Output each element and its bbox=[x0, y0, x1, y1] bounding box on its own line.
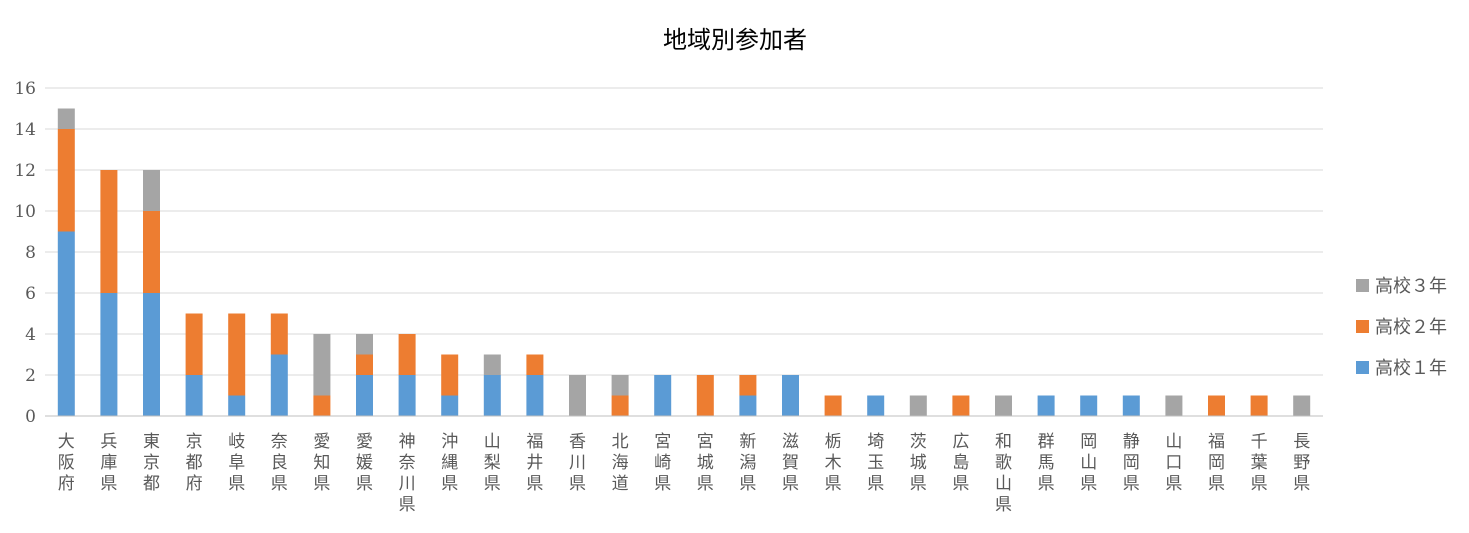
x-category-label: 埼玉県 bbox=[867, 432, 884, 494]
x-category-label: 栃木県 bbox=[825, 432, 842, 494]
legend-label: 高校３年 bbox=[1375, 276, 1447, 297]
y-tick-label: 14 bbox=[14, 120, 36, 140]
bar-segment bbox=[526, 375, 544, 416]
chart-title: 地域別参加者 bbox=[663, 26, 807, 54]
x-category-label: 神奈川県 bbox=[399, 432, 416, 515]
legend-swatch bbox=[1356, 320, 1369, 333]
bar-segment bbox=[654, 375, 672, 416]
x-category-label: 京都府 bbox=[186, 432, 203, 494]
bar-segment bbox=[909, 395, 927, 416]
bar-segment bbox=[228, 313, 246, 396]
x-category-label: 岐阜県 bbox=[228, 432, 245, 494]
bar-segment bbox=[185, 313, 203, 375]
bar-segment bbox=[483, 375, 501, 416]
y-tick-label: 2 bbox=[25, 366, 36, 386]
x-category-label: 沖縄県 bbox=[441, 432, 458, 494]
x-category-label: 宮崎県 bbox=[654, 432, 671, 494]
legend-label: 高校１年 bbox=[1375, 358, 1447, 379]
x-category-label: 山口県 bbox=[1165, 432, 1182, 494]
bar-segment bbox=[228, 395, 246, 416]
bar-segment bbox=[57, 129, 75, 232]
bar-segment bbox=[143, 211, 160, 293]
x-category-label: 愛知県 bbox=[313, 432, 330, 494]
bar-segment bbox=[57, 108, 75, 129]
x-category-label: 群馬県 bbox=[1038, 432, 1055, 494]
bar-segment bbox=[313, 395, 331, 416]
legend-swatch bbox=[1356, 361, 1369, 374]
x-category-label: 山梨県 bbox=[484, 432, 501, 494]
bar-segment bbox=[1250, 395, 1268, 416]
bar-segment bbox=[398, 375, 416, 416]
bar-segment bbox=[782, 375, 799, 416]
x-category-label: 兵庫県 bbox=[100, 432, 117, 494]
bar-segment bbox=[270, 354, 288, 416]
bar-segment bbox=[1208, 395, 1225, 416]
bar-segment bbox=[483, 354, 501, 375]
y-tick-label: 0 bbox=[25, 407, 36, 427]
bar-segment bbox=[270, 313, 288, 355]
x-category-label: 広島県 bbox=[952, 432, 969, 494]
bar-segment bbox=[1293, 395, 1311, 416]
bar-segment bbox=[739, 395, 757, 416]
bar-segment bbox=[867, 395, 885, 416]
bar-segment bbox=[100, 170, 118, 293]
y-tick-label: 10 bbox=[14, 202, 36, 222]
bar-segment bbox=[441, 354, 459, 396]
x-category-label: 和歌山県 bbox=[995, 432, 1012, 515]
bar-segment bbox=[526, 354, 544, 375]
x-category-label: 茨城県 bbox=[910, 432, 927, 494]
x-category-label: 福井県 bbox=[526, 432, 543, 494]
gridlines bbox=[45, 87, 1323, 376]
bar-segment bbox=[696, 375, 714, 416]
y-axis-ticks: 0 2 4 6 8 10 12 14 16 bbox=[14, 79, 36, 427]
y-tick-label: 6 bbox=[25, 284, 36, 304]
y-tick-label: 8 bbox=[25, 243, 36, 263]
bar-segment bbox=[356, 375, 373, 416]
bar-segment bbox=[611, 395, 629, 416]
bar-segment bbox=[313, 334, 331, 396]
bar-segment bbox=[143, 170, 160, 211]
x-category-label: 奈良県 bbox=[271, 432, 288, 494]
x-category-label: 新潟県 bbox=[739, 432, 756, 494]
bar-segment bbox=[739, 375, 757, 396]
y-tick-label: 16 bbox=[14, 79, 36, 99]
bar-segment bbox=[952, 395, 970, 416]
x-category-label: 宮城県 bbox=[697, 432, 714, 494]
bar-segment bbox=[185, 375, 203, 416]
x-category-label: 静岡県 bbox=[1123, 432, 1140, 494]
bar-segment bbox=[824, 395, 842, 416]
bar-segment bbox=[1080, 395, 1098, 416]
x-category-label: 滋賀県 bbox=[782, 432, 799, 494]
bars bbox=[57, 108, 1311, 416]
bar-segment bbox=[143, 293, 160, 416]
bar-segment bbox=[1165, 395, 1183, 416]
y-tick-label: 12 bbox=[14, 161, 36, 181]
bar-segment bbox=[995, 395, 1012, 416]
y-tick-label: 4 bbox=[25, 325, 36, 345]
bar-segment bbox=[441, 395, 459, 416]
x-category-label: 長野県 bbox=[1293, 432, 1310, 494]
x-category-label: 北海道 bbox=[612, 432, 629, 494]
x-category-label: 香川県 bbox=[569, 432, 586, 494]
x-category-label: 千葉県 bbox=[1251, 432, 1268, 494]
bar-segment bbox=[611, 375, 629, 396]
legend-swatch bbox=[1356, 279, 1369, 292]
x-category-label: 福岡県 bbox=[1208, 432, 1225, 494]
bar-segment bbox=[100, 293, 118, 416]
bar-segment bbox=[1122, 395, 1140, 416]
bar-segment bbox=[398, 334, 416, 375]
x-category-label: 愛媛県 bbox=[356, 432, 373, 494]
bar-segment bbox=[1037, 395, 1055, 416]
bar-segment bbox=[569, 375, 586, 416]
x-category-label: 大阪府 bbox=[58, 432, 75, 494]
bar-segment bbox=[57, 231, 75, 416]
x-category-label: 岡山県 bbox=[1080, 432, 1097, 494]
x-category-label: 東京都 bbox=[143, 432, 160, 494]
bar-segment bbox=[356, 354, 373, 375]
bar-segment bbox=[356, 334, 373, 355]
legend-label: 高校２年 bbox=[1375, 317, 1447, 338]
category-labels: 大阪府 兵庫県 東京都 京都府 岐阜県 奈良県 愛知県 愛媛県 神奈川県 沖縄県 山梨県 福井県 香川県… bbox=[58, 432, 1310, 515]
